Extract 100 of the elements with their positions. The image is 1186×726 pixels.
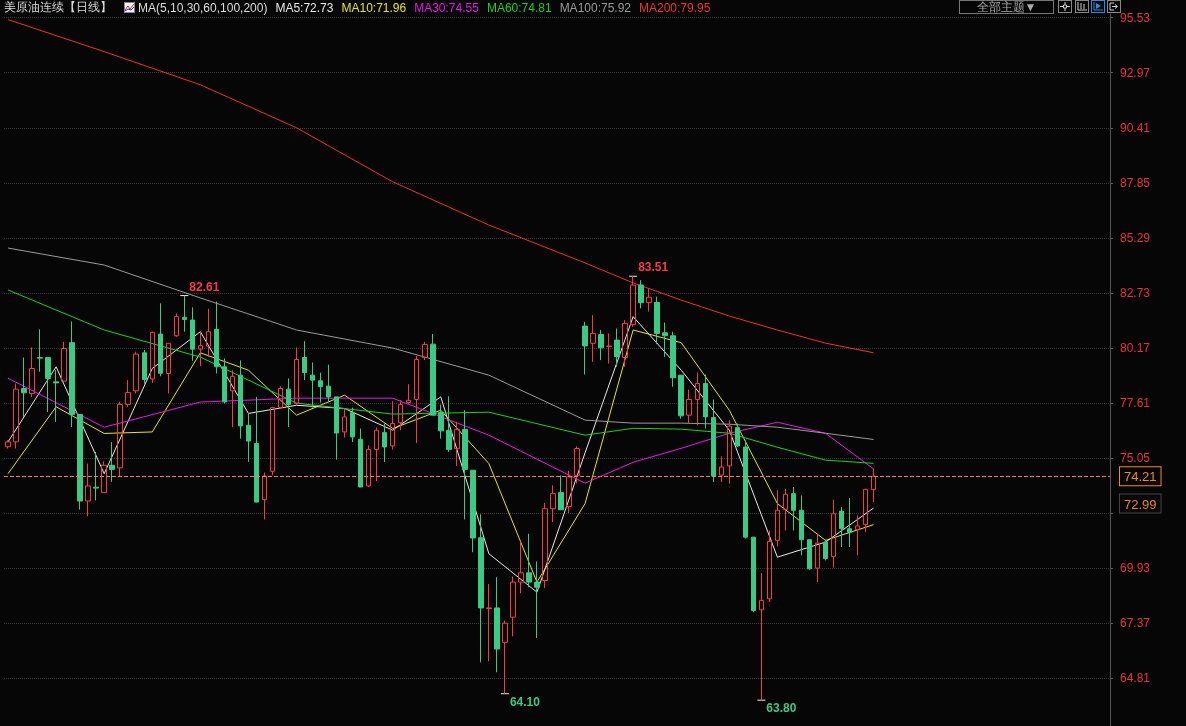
candlestick [743, 439, 748, 540]
text: MA200:79.95 [639, 0, 711, 15]
candlestick [198, 331, 203, 367]
candlestick [847, 497, 852, 548]
candlestick [670, 331, 676, 388]
candlestick [414, 355, 419, 444]
candlestick [93, 451, 99, 501]
candlestick [142, 349, 147, 385]
candlestick [622, 319, 628, 368]
candlestick [767, 529, 772, 603]
candlestick [21, 357, 27, 418]
candlestick [695, 371, 700, 426]
y-tick-label: 69.93 [1120, 561, 1151, 576]
candlestick [382, 423, 387, 463]
candlestick [390, 400, 395, 451]
candlestick [839, 506, 844, 548]
candlestick [646, 287, 652, 313]
candlestick [109, 441, 115, 483]
candlestick [759, 572, 764, 701]
candlestick [510, 576, 516, 637]
candlestick [807, 539, 812, 571]
text: MA60:74.81 [486, 0, 552, 15]
candlestick [422, 341, 428, 361]
candlestick [703, 374, 708, 430]
line-series [7, 247, 875, 440]
candlestick [719, 455, 724, 483]
candlestick [454, 421, 460, 467]
candlestick [735, 423, 740, 448]
candlestick [13, 383, 19, 450]
candlestick [254, 396, 259, 503]
chart-title: 美原油连续【日线】 [4, 0, 112, 16]
legend-title: MA(5,10,30,60,100,200) [138, 0, 268, 15]
annotation: 82.61 [189, 279, 220, 294]
candlestick [238, 359, 243, 440]
candlestick [823, 539, 828, 561]
y-tick-label: 95.53 [1120, 10, 1151, 25]
candlestick [166, 342, 171, 394]
candlestick [855, 514, 860, 556]
candlestick [470, 469, 476, 553]
candlestick [598, 329, 604, 361]
candlestick [214, 301, 219, 374]
candlestick [53, 369, 59, 423]
y-tick-label: 85.29 [1120, 230, 1151, 245]
candlestick [430, 333, 436, 416]
candlestick [654, 296, 660, 345]
candlestick [686, 389, 692, 425]
candlestick [606, 332, 612, 365]
candlestick [29, 346, 35, 398]
candlestick [799, 494, 804, 556]
candlestick [574, 445, 580, 485]
candlestick [270, 406, 275, 476]
candlestick [318, 372, 323, 403]
candlestick [751, 536, 756, 613]
candlestick [5, 439, 11, 450]
y-tick-label: 82.73 [1120, 285, 1151, 300]
candlestick [638, 279, 644, 309]
candlestick [815, 533, 820, 583]
candlestick [534, 560, 540, 639]
candlestick [374, 427, 379, 482]
candlestick [542, 502, 548, 589]
candlestick [190, 306, 195, 362]
candlestick [614, 327, 620, 368]
candlestick [366, 444, 371, 488]
candlestick [37, 328, 43, 373]
annotation: 63.80 [766, 701, 797, 716]
candlestick [182, 295, 187, 333]
candlestick [446, 395, 452, 453]
candlestick [590, 314, 596, 363]
candlestick [678, 374, 684, 420]
text: MA10:71.96 [341, 0, 407, 15]
candlestick [310, 361, 315, 409]
candlestick [398, 399, 403, 431]
candlestick [486, 583, 492, 662]
candlestick [125, 379, 131, 408]
candlestick [278, 385, 283, 410]
candlestick [69, 321, 75, 428]
candlestick [77, 414, 83, 511]
y-tick-label: 75.05 [1120, 451, 1151, 466]
candlestick [358, 428, 363, 488]
candlestick [150, 331, 155, 384]
candlestick [518, 540, 524, 594]
candlestick [775, 489, 780, 547]
candlestick [662, 321, 668, 358]
text: 72.99 [1124, 496, 1157, 512]
candlestick [85, 463, 91, 517]
text: MA30:74.55 [414, 0, 479, 15]
text: MA5:72.73 [275, 0, 334, 15]
candlestick [582, 321, 588, 376]
candlestick [326, 364, 331, 403]
y-tick-label: 90.41 [1120, 120, 1151, 135]
candlestick [863, 488, 868, 533]
candlestick [158, 302, 163, 377]
candlestick [286, 377, 291, 428]
candlestick [61, 341, 67, 383]
theme-dropdown: 全部主题▼ [959, 0, 1054, 14]
annotation: 64.10 [509, 694, 541, 709]
candlestick [133, 351, 139, 394]
ref-line-label: 74.21 [1124, 468, 1157, 484]
line-series [7, 19, 875, 354]
candlestick [727, 419, 732, 485]
